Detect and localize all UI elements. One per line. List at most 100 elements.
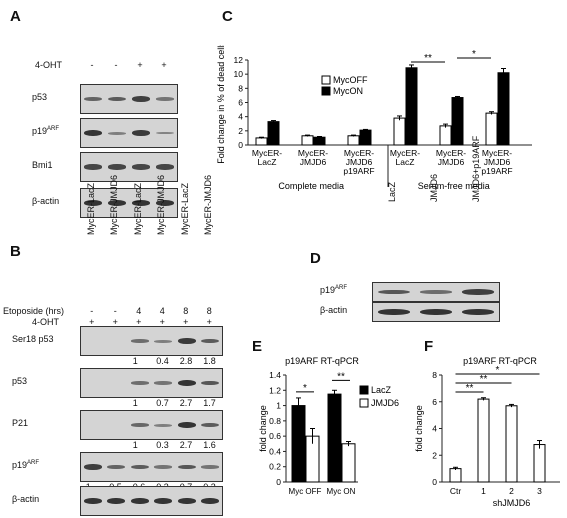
2-y-tick-label: 8: [432, 370, 437, 380]
chart-c-legend-swatch: [321, 75, 331, 85]
chart-c-group-label: Complete media: [278, 181, 344, 191]
blot-band: [131, 96, 151, 102]
chart-f-category-label: 2: [509, 486, 514, 496]
0-y-tick-label: 6: [238, 98, 243, 108]
blot-band: [177, 464, 196, 470]
blot-label-text: p19: [12, 460, 28, 470]
panel-a-blot: [80, 118, 178, 148]
chart-f-bar: [533, 444, 546, 483]
chart-c-bar-mycoff: [485, 112, 498, 146]
panel-b-treatment-mark: +: [159, 317, 165, 327]
panel-a-letter: A: [10, 8, 21, 25]
chart-f-category-label: 3: [537, 486, 542, 496]
panel-d-blot: [372, 302, 500, 322]
chart-c-bar-mycoff: [255, 137, 268, 146]
blot-label-superscript: ARF: [47, 126, 60, 132]
1-y-tick-label: 0.2: [269, 462, 281, 472]
panel-b-quant-value: 1: [132, 356, 138, 366]
blot-band: [461, 308, 495, 316]
panel-b-treatment-mark: 4: [136, 306, 142, 316]
chart-c-category-label: LacZ: [258, 157, 277, 167]
panel-b-treatment-mark: -: [90, 306, 94, 316]
panel-b-etoposide-label: Etoposide (hrs): [3, 306, 65, 316]
panel-b-blot-label: P21: [12, 418, 28, 428]
panel-b-quant-value: 2.7: [179, 398, 193, 408]
panel-b-quant-value: 0.3: [156, 440, 169, 450]
blot-band: [155, 131, 175, 135]
panel-b-treatment-mark: +: [136, 317, 142, 327]
chart-c-significance-mark: *: [472, 49, 476, 60]
chart-e-y-label: fold change: [258, 405, 268, 452]
chart-c-category-label: p19ARF: [343, 166, 374, 176]
blot-band: [155, 164, 175, 170]
panel-b-quant-value: 1.7: [203, 398, 216, 408]
blot-band: [130, 339, 149, 343]
blot-label-text: p19: [320, 285, 336, 295]
blot-label-superscript: ARF: [27, 460, 40, 466]
panel-a-treatment-mark: +: [161, 60, 167, 70]
chart-c-bar-mycon: [451, 97, 464, 146]
chart-f-significance-mark: **: [480, 374, 488, 385]
blot-label-text: P21: [12, 418, 29, 428]
panel-b-treatment-mark: -: [113, 306, 117, 316]
blot-label-text: Ser18 p53: [12, 334, 54, 344]
blot-band: [83, 164, 103, 170]
panel-b-treatment-mark: +: [206, 317, 212, 327]
chart-c-bar-mycoff: [347, 135, 360, 146]
panel-a-blot: [80, 152, 178, 182]
blot-band: [107, 464, 126, 470]
blot-band: [377, 289, 411, 295]
blot-band: [177, 379, 196, 387]
blot-band: [131, 199, 151, 207]
panel-b-blot: [80, 368, 223, 398]
chart-e: 0 0.2 0.4 0.6 0.8 1 1.2 1.4 p19ARF RT-qPCR fold c…: [258, 356, 399, 496]
chart-e-significance-mark: *: [303, 383, 307, 394]
panel-b-treatment-mark: +: [112, 317, 118, 327]
blot-band: [201, 497, 220, 505]
blot-band: [130, 464, 149, 470]
chart-c-bar-mycon: [313, 136, 326, 146]
1-y-tick-label: 1.4: [269, 370, 281, 380]
blot-band: [107, 497, 126, 505]
panel-b-quant-value: 0.7: [156, 398, 169, 408]
panel-b-lane-label: MycER-LacZ: [132, 182, 143, 235]
panel-e-letter: E: [252, 338, 263, 355]
panel-a-blot: [80, 188, 178, 218]
chart-c-bar-mycon: [267, 121, 280, 146]
chart-c-category-label: JMJD6: [484, 157, 511, 167]
panel-b-blot-label: β-actin: [12, 494, 39, 504]
panel-b-lane-label: MycER-JMJD6: [203, 175, 214, 235]
blot-band: [107, 199, 127, 207]
chart-c-group-label: Serum-free media: [418, 181, 490, 191]
blot-label-text: p53: [12, 376, 28, 386]
blot-label-text: β-actin: [12, 494, 40, 504]
blot-band: [155, 199, 175, 207]
chart-c-category-label: MycER-: [482, 148, 512, 158]
1-y-tick-label: 1: [276, 401, 281, 411]
blot-band: [201, 465, 220, 469]
chart-c-y-label: Fold change in % of dead cells: [216, 45, 226, 164]
chart-f-category-label: 1: [481, 486, 486, 496]
chart-e-title: p19ARF RT-qPCR: [285, 356, 359, 366]
blot-band: [154, 465, 173, 469]
chart-e-legend-label: JMJD6: [371, 398, 399, 408]
chart-e-bar-jmjd6: [341, 443, 356, 483]
blot-label-text: p53: [32, 92, 48, 102]
panel-d-lane-label: LacZ: [387, 181, 397, 202]
blot-band: [201, 338, 220, 344]
chart-f-bar: [477, 398, 490, 483]
panel-b-lane-label: MycER-JMJD6: [109, 175, 120, 235]
0-y-tick-label: 12: [234, 55, 244, 65]
panel-b-blot: [80, 410, 223, 440]
panel-a-treatment-mark: -: [114, 60, 118, 70]
chart-f-x-label: shJMJD6: [493, 498, 531, 508]
chart-c-category-label: MycER-: [344, 148, 374, 158]
panel-b-quant-value: 2.7: [179, 440, 193, 450]
1-y-tick-label: 0: [276, 477, 281, 487]
blot-label-text: β-actin: [320, 305, 348, 315]
blot-band: [107, 131, 127, 135]
panel-d-blot-label: β-actin: [320, 305, 347, 315]
chart-c-significance-mark: **: [424, 53, 432, 64]
0-y-tick-label: 4: [238, 112, 243, 122]
blot-band: [377, 308, 411, 316]
